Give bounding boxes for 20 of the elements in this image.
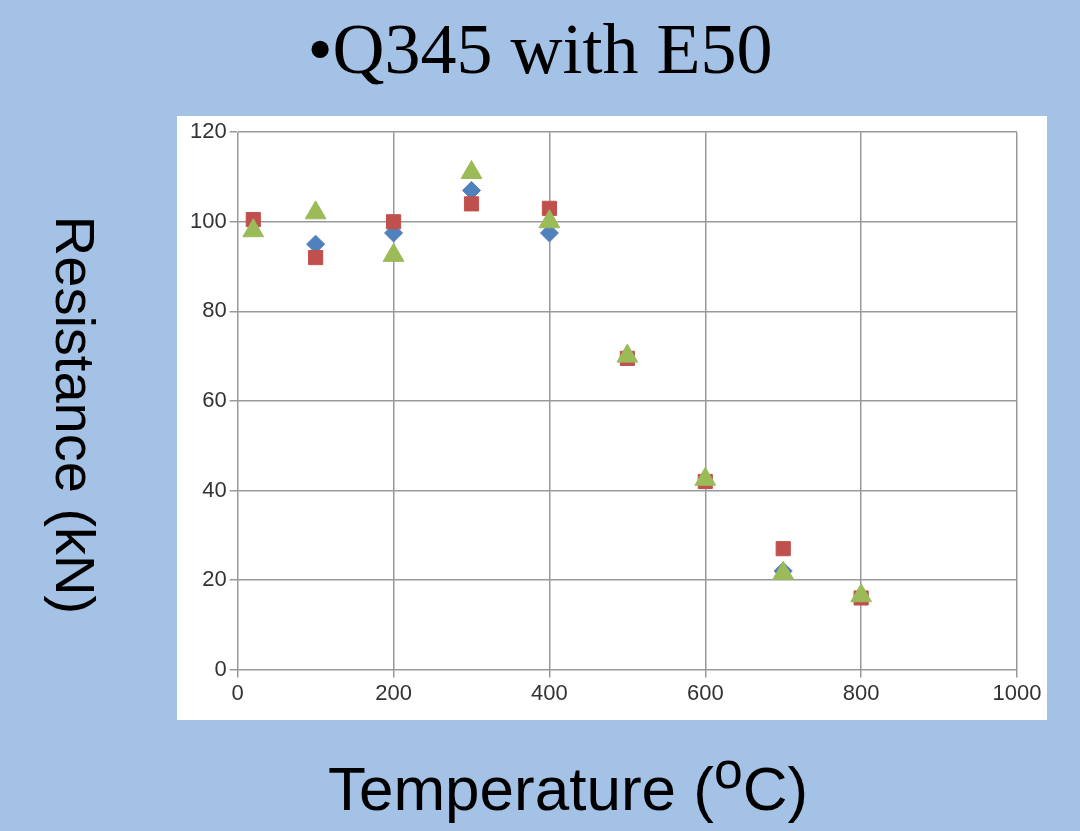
- x-tick-label: 0: [231, 679, 244, 705]
- y-axis-title: Resistance (kN): [42, 215, 108, 615]
- y-tick-label: 80: [202, 297, 227, 323]
- x-tick-label: 600: [686, 679, 724, 705]
- chart-title: •Q345 with E50: [306, 8, 774, 91]
- point: [775, 541, 791, 557]
- y-tick-label: 0: [214, 655, 227, 681]
- x-tick-label: 400: [531, 679, 568, 705]
- x-axis-title: Temperature ($^{o}$C): [326, 740, 810, 824]
- x-tick-label: 1000: [992, 679, 1042, 705]
- y-tick-label: 100: [189, 207, 227, 233]
- point: [308, 250, 324, 266]
- y-tick-label: 20: [202, 566, 227, 592]
- y-tick-label: 60: [202, 386, 227, 412]
- y-tick-label: 120: [189, 118, 227, 144]
- y-tick-label: 40: [202, 476, 227, 502]
- point: [463, 196, 480, 212]
- x-tick-label: 800: [842, 679, 880, 705]
- x-tick-label: 200: [375, 679, 412, 705]
- point: [385, 214, 402, 230]
